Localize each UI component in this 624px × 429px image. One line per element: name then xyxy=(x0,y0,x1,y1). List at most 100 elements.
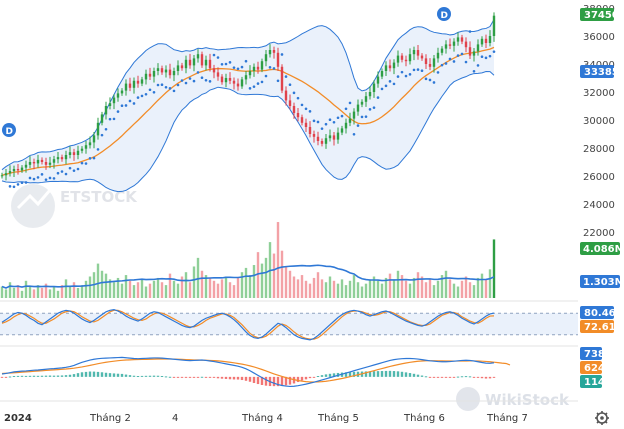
psar-dot xyxy=(12,185,16,189)
volume-bar xyxy=(316,272,320,298)
macd-histogram-bar xyxy=(196,376,200,378)
psar-dot xyxy=(176,83,180,87)
candle-body xyxy=(452,41,456,46)
macd-histogram-bar xyxy=(176,376,180,378)
candle-body xyxy=(336,132,340,140)
volume-bar xyxy=(80,285,84,298)
candle xyxy=(300,114,304,126)
macd-histogram-bar xyxy=(180,376,184,378)
macd-histogram-bar xyxy=(324,374,328,377)
candle xyxy=(328,129,332,142)
macd-histogram-bar xyxy=(144,375,148,377)
candle xyxy=(32,158,36,170)
psar-dot xyxy=(68,166,72,170)
last-volume-label: 4.086M xyxy=(583,244,624,255)
candle xyxy=(272,46,276,59)
volume-bar xyxy=(292,276,296,298)
last-price-tag: 37450 xyxy=(580,8,619,21)
macd-histogram-bar xyxy=(28,375,32,377)
candle-body xyxy=(132,80,136,88)
candle-body xyxy=(28,162,32,165)
psar-dot xyxy=(408,73,412,76)
macd-histogram-bar xyxy=(284,376,288,386)
volume-bar xyxy=(280,250,284,298)
candle xyxy=(24,160,28,173)
volume-bar xyxy=(76,287,80,298)
etstock-logo-text: ETSTOCK xyxy=(60,188,138,206)
candle xyxy=(348,112,352,127)
candle xyxy=(476,39,480,56)
candle xyxy=(176,60,180,76)
candle-body xyxy=(220,76,224,83)
psar-dot xyxy=(76,167,80,171)
volume-bar xyxy=(400,275,404,298)
candle-body xyxy=(124,83,128,91)
candle xyxy=(264,50,268,67)
volume-bar xyxy=(344,285,348,298)
macd-histogram-bar xyxy=(120,373,124,377)
candle-body xyxy=(448,44,452,46)
candle-body xyxy=(272,50,276,53)
volume-bar xyxy=(100,270,104,298)
volume-bar xyxy=(320,279,324,298)
psar-dot xyxy=(420,69,424,73)
candle-body xyxy=(68,152,72,155)
volume-bar xyxy=(136,282,140,298)
signal-label: 624 xyxy=(584,363,605,374)
volume-bar xyxy=(272,253,276,298)
candle xyxy=(16,163,20,175)
candle xyxy=(356,99,360,116)
volume-bar xyxy=(408,283,412,298)
dividend-badge[interactable]: D xyxy=(437,7,451,21)
candle-body xyxy=(80,148,84,151)
macd-histogram-bar xyxy=(156,375,160,377)
time-tick-label: 2024 xyxy=(4,413,32,424)
volume-bar xyxy=(352,275,356,298)
candle-body xyxy=(264,54,268,62)
candle xyxy=(376,71,380,88)
psar-dot xyxy=(432,81,436,84)
macd-histogram-bar xyxy=(40,375,44,377)
macd-histogram-bar xyxy=(16,375,20,377)
psar-dot xyxy=(112,117,116,121)
macd-histogram-bar xyxy=(432,376,436,378)
candle xyxy=(432,55,436,73)
macd-histogram-bar xyxy=(172,376,176,378)
candle xyxy=(156,63,160,76)
macd-histogram-bar xyxy=(80,372,84,377)
macd-histogram-bar xyxy=(216,376,220,379)
volume-bar xyxy=(464,276,468,298)
volume-bar xyxy=(364,283,368,298)
candle xyxy=(280,64,284,94)
candle xyxy=(72,148,76,161)
psar-dot xyxy=(380,87,384,91)
volume-bar xyxy=(396,270,400,298)
psar-dot xyxy=(20,181,24,185)
macd-histogram-bar xyxy=(264,376,268,386)
candle xyxy=(472,48,476,62)
dividend-badge[interactable]: D xyxy=(2,123,16,137)
psar-dot xyxy=(236,67,240,71)
volume-bar xyxy=(16,285,20,298)
candle-body xyxy=(84,145,88,149)
candle-body xyxy=(76,150,80,155)
volume-bar xyxy=(472,285,476,298)
etstock-watermark: ETSTOCK xyxy=(11,184,138,228)
time-tick-label: Tháng 7 xyxy=(486,412,528,424)
wikistock-watermark: WikiStock xyxy=(456,387,570,411)
psar-dot xyxy=(24,181,28,184)
macd-histogram-bar xyxy=(396,371,400,377)
psar-dot xyxy=(100,133,104,137)
volume-bar xyxy=(228,282,232,298)
candle-body xyxy=(148,73,152,77)
candle-body xyxy=(312,134,316,137)
candle xyxy=(252,63,256,77)
candle xyxy=(208,53,212,72)
candle xyxy=(40,157,44,165)
macd-histogram-bar xyxy=(312,376,316,378)
macd-histogram-bar xyxy=(212,376,216,378)
gear-icon[interactable] xyxy=(595,411,609,425)
candle xyxy=(120,88,124,96)
bollinger-bands xyxy=(1,19,495,193)
macd-histogram-bar xyxy=(344,372,348,377)
